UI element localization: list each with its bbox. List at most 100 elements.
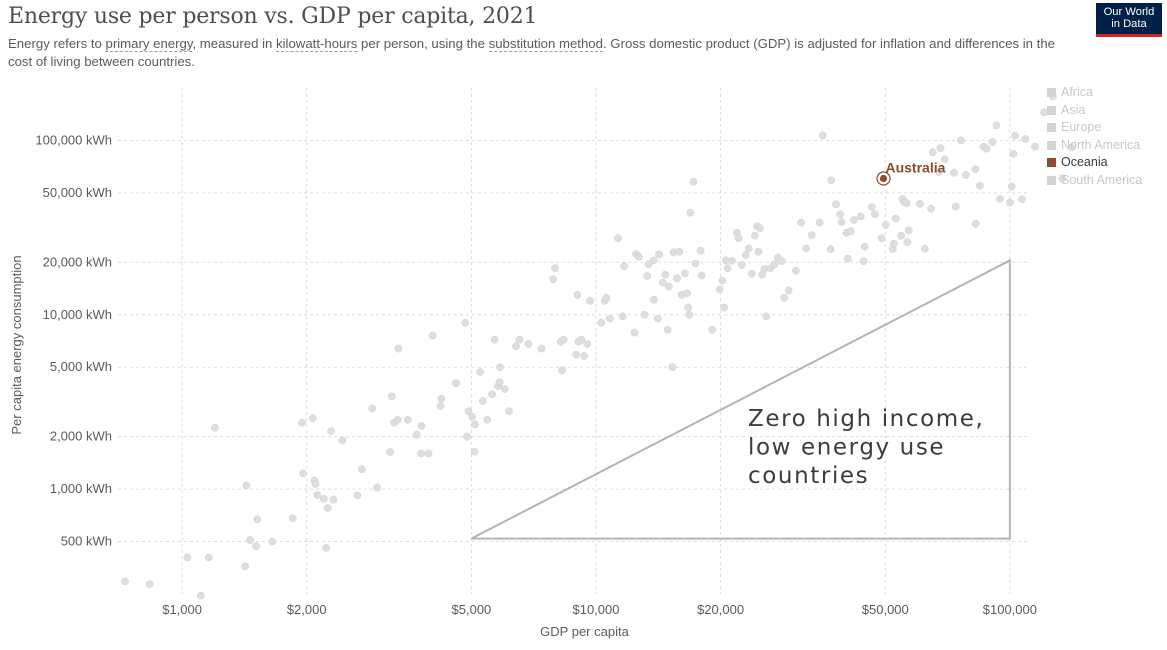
data-point[interactable] <box>1009 149 1018 158</box>
data-point[interactable] <box>950 168 958 177</box>
data-point[interactable] <box>461 318 470 327</box>
data-point[interactable] <box>847 227 855 235</box>
data-point[interactable] <box>635 252 643 261</box>
data-point[interactable] <box>940 155 949 164</box>
data-point[interactable] <box>580 352 588 360</box>
data-point[interactable] <box>696 246 705 255</box>
data-point[interactable] <box>424 449 433 458</box>
data-point[interactable] <box>996 195 1004 203</box>
data-point[interactable] <box>537 344 546 353</box>
data-point[interactable] <box>951 202 960 211</box>
data-point[interactable] <box>338 436 347 445</box>
data-point[interactable] <box>428 331 437 340</box>
data-point[interactable] <box>935 168 944 176</box>
data-point[interactable] <box>744 244 753 253</box>
data-point[interactable] <box>417 422 426 430</box>
legend-item-south-america[interactable]: South America <box>1047 172 1142 190</box>
data-point[interactable] <box>417 449 425 458</box>
data-point[interactable] <box>640 310 649 319</box>
data-point[interactable] <box>515 335 524 344</box>
data-point[interactable] <box>1006 198 1014 207</box>
data-point[interactable] <box>470 447 479 456</box>
data-point[interactable] <box>992 121 1001 130</box>
data-point[interactable] <box>145 580 154 588</box>
data-point[interactable] <box>597 318 606 327</box>
data-point[interactable] <box>975 181 984 190</box>
data-point[interactable] <box>368 404 377 413</box>
data-point[interactable] <box>288 514 297 523</box>
data-point[interactable] <box>756 224 764 233</box>
legend-item-europe[interactable]: Europe <box>1047 119 1142 137</box>
data-point[interactable] <box>889 239 898 248</box>
data-point[interactable] <box>658 278 667 287</box>
data-point[interactable] <box>358 465 366 474</box>
data-point[interactable] <box>559 335 568 344</box>
data-point[interactable] <box>784 286 793 295</box>
data-point[interactable] <box>777 257 786 266</box>
data-point[interactable] <box>253 515 262 524</box>
data-point[interactable] <box>386 448 394 456</box>
data-point[interactable] <box>754 247 763 256</box>
data-point[interactable] <box>573 291 582 299</box>
data-point[interactable] <box>572 350 580 359</box>
data-point[interactable] <box>319 494 328 503</box>
data-point[interactable] <box>737 261 746 269</box>
data-point[interactable] <box>668 363 677 372</box>
data-point[interactable] <box>583 340 592 348</box>
data-point[interactable] <box>832 200 840 209</box>
data-point[interactable] <box>242 481 251 490</box>
data-point[interactable] <box>762 312 771 321</box>
data-point[interactable] <box>920 244 929 253</box>
data-point[interactable] <box>479 397 487 405</box>
data-point[interactable] <box>1021 135 1030 143</box>
data-point[interactable] <box>689 177 698 186</box>
data-point[interactable] <box>867 203 876 211</box>
data-point[interactable] <box>741 251 750 259</box>
data-point[interactable] <box>643 272 652 280</box>
data-point[interactable] <box>836 210 845 219</box>
data-point[interactable] <box>747 269 756 278</box>
data-point[interactable] <box>697 271 706 280</box>
data-point[interactable] <box>686 208 695 217</box>
data-point[interactable] <box>936 144 945 152</box>
data-point[interactable] <box>605 314 614 323</box>
data-point[interactable] <box>1018 195 1026 204</box>
data-point[interactable] <box>988 138 997 146</box>
data-point[interactable] <box>614 234 622 243</box>
data-point[interactable] <box>549 275 558 284</box>
data-point[interactable] <box>524 340 533 348</box>
highlight-point[interactable] <box>879 174 888 183</box>
data-point[interactable] <box>1031 142 1039 151</box>
data-point[interactable] <box>685 310 694 319</box>
data-point[interactable] <box>818 131 827 140</box>
data-point[interactable] <box>915 199 924 208</box>
data-point[interactable] <box>437 394 446 403</box>
data-point[interactable] <box>650 256 658 265</box>
data-point[interactable] <box>309 414 317 423</box>
data-point[interactable] <box>412 430 421 439</box>
data-point[interactable] <box>197 591 205 600</box>
legend-item-asia[interactable]: Asia <box>1047 102 1142 120</box>
subtitle-term-link[interactable]: primary energy <box>105 36 193 52</box>
data-point[interactable] <box>903 199 911 207</box>
data-point[interactable] <box>246 536 254 544</box>
data-point[interactable] <box>505 407 513 415</box>
data-point[interactable] <box>403 415 412 424</box>
data-point[interactable] <box>802 244 811 253</box>
data-point[interactable] <box>780 294 789 302</box>
data-point[interactable] <box>650 295 658 304</box>
data-point[interactable] <box>393 415 402 424</box>
data-point[interactable] <box>490 335 499 344</box>
data-point[interactable] <box>675 247 684 256</box>
data-point[interactable] <box>322 543 331 552</box>
data-point[interactable] <box>311 480 320 488</box>
data-point[interactable] <box>452 379 460 388</box>
data-point[interactable] <box>723 264 732 273</box>
data-point[interactable] <box>971 219 980 228</box>
data-point[interactable] <box>644 260 653 269</box>
data-point[interactable] <box>512 342 520 351</box>
data-point[interactable] <box>807 231 816 240</box>
data-point[interactable] <box>750 231 759 240</box>
data-point[interactable] <box>252 542 261 551</box>
data-point[interactable] <box>928 148 937 157</box>
